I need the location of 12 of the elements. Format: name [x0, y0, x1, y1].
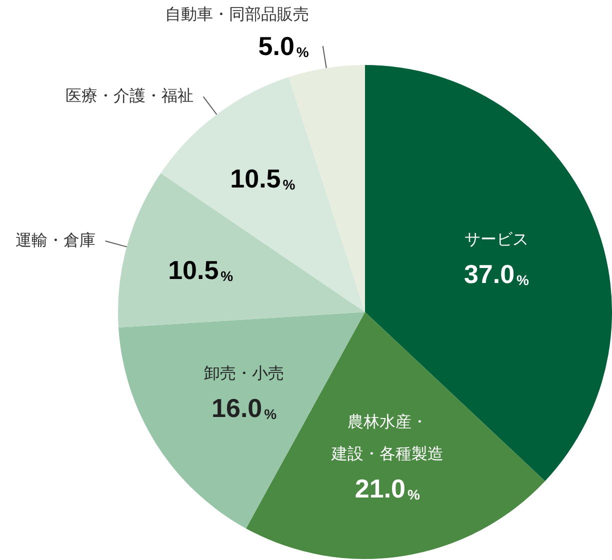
data-label: 10.5%	[168, 255, 234, 286]
slice-label: 農林水産・建設・各種製造	[330, 412, 444, 463]
data-label: 5.0%	[258, 31, 310, 62]
slice-label: 運輸・倉庫	[15, 230, 96, 250]
slice-label: サービス	[464, 230, 528, 249]
data-label: 21.0%	[354, 473, 420, 504]
slice-label: 医療・介護・福祉	[65, 86, 194, 106]
data-label: 37.0%	[464, 259, 530, 290]
slice-label: 卸売・小売	[204, 363, 284, 382]
slice-label: 自動車・同部品販売	[164, 4, 309, 24]
data-label: 10.5%	[230, 164, 296, 194]
data-label: 16.0%	[212, 392, 278, 423]
